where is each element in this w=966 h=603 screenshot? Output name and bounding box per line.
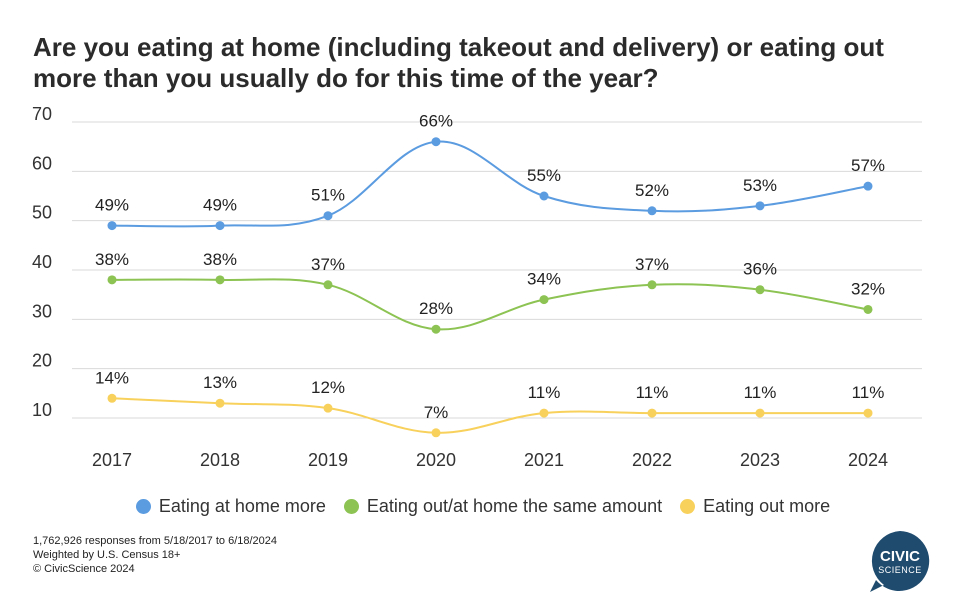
legend-label-home-more: Eating at home more <box>158 496 326 516</box>
series-line-out-more <box>111 397 868 434</box>
data-point-out-more <box>215 398 225 408</box>
x-tick-label: 2020 <box>416 450 456 470</box>
logo-bubble-icon <box>870 531 930 592</box>
data-label-out-more: 11% <box>744 383 777 402</box>
data-point-home-more <box>647 206 657 216</box>
data-label-same-amount: 38% <box>203 250 237 269</box>
data-label-same-amount: 37% <box>311 255 345 274</box>
series-lines <box>111 140 869 434</box>
data-point-out-more <box>863 408 873 418</box>
gridlines <box>72 121 922 419</box>
data-point-home-more <box>107 221 117 231</box>
y-tick-label: 40 <box>32 252 52 272</box>
logo-text-science: SCIENCE <box>878 565 922 575</box>
data-label-out-more: 12% <box>311 378 345 397</box>
x-tick-label: 2023 <box>740 450 780 470</box>
legend-swatch-out-more <box>680 499 696 514</box>
legend-item-out-more: Eating out more <box>680 496 830 517</box>
data-point-out-more <box>431 428 441 438</box>
data-label-out-more: 14% <box>95 368 129 387</box>
footnote-weighting: Weighted by U.S. Census 18+ <box>33 549 181 561</box>
y-tick-label: 60 <box>32 153 52 173</box>
data-label-home-more: 51% <box>311 186 345 205</box>
chart-title: Are you eating at home (including takeou… <box>33 32 884 93</box>
data-label-home-more: 49% <box>203 196 237 215</box>
data-point-same-amount <box>431 324 441 334</box>
series-points <box>107 137 873 438</box>
y-tick-label: 50 <box>32 203 52 223</box>
data-label-same-amount: 34% <box>527 270 561 289</box>
data-label-home-more: 55% <box>527 166 561 185</box>
x-tick-label: 2024 <box>848 450 888 470</box>
series-line-home-more <box>111 140 869 228</box>
x-tick-label: 2017 <box>92 450 132 470</box>
x-tick-label: 2021 <box>524 450 564 470</box>
legend-item-same-amount: Eating out/at home the same amount <box>343 496 663 517</box>
data-label-home-more: 49% <box>95 196 129 215</box>
data-label-out-more: 11% <box>528 383 561 402</box>
data-point-same-amount <box>863 304 873 314</box>
data-point-home-more <box>539 191 549 201</box>
legend-label-out-more: Eating out more <box>703 496 831 516</box>
data-label-out-more: 7% <box>424 403 449 422</box>
legend-item-home-more: Eating at home more <box>135 496 326 517</box>
data-point-home-more <box>431 137 441 147</box>
legend-swatch-home-more <box>135 499 151 514</box>
data-point-same-amount <box>647 280 657 290</box>
data-label-home-more: 52% <box>635 181 669 200</box>
data-label-home-more: 57% <box>851 156 885 175</box>
data-point-same-amount <box>539 295 549 305</box>
data-label-home-more: 66% <box>419 112 453 131</box>
footnote-copyright: © CivicScience 2024 <box>33 563 135 575</box>
data-label-out-more: 11% <box>636 383 669 402</box>
data-point-out-more <box>323 403 333 413</box>
data-label-same-amount: 38% <box>95 250 129 269</box>
x-tick-label: 2019 <box>308 450 348 470</box>
data-point-same-amount <box>755 285 765 295</box>
data-point-out-more <box>755 408 765 418</box>
data-point-out-more <box>539 408 549 418</box>
data-labels: 49% 49% 51% 66% 55% 52% 53% 57% 38% 38% 37% 28% 34% 3… <box>95 112 885 422</box>
y-tick-label: 30 <box>32 301 52 321</box>
x-tick-label: 2018 <box>200 450 240 470</box>
data-label-same-amount: 37% <box>635 255 669 274</box>
data-point-home-more <box>863 181 873 191</box>
data-label-same-amount: 32% <box>851 279 885 298</box>
data-point-same-amount <box>323 280 333 290</box>
y-tick-label: 70 <box>32 104 52 124</box>
legend-label-same-amount: Eating out/at home the same amount <box>366 496 663 516</box>
x-tick-label: 2022 <box>632 450 672 470</box>
y-tick-label: 20 <box>32 351 52 371</box>
x-axis-ticks: 2017 2018 2019 2020 2021 2022 2023 2024 <box>92 450 888 470</box>
data-point-home-more <box>215 221 225 231</box>
data-label-out-more: 13% <box>203 373 237 392</box>
y-tick-label: 10 <box>32 400 52 420</box>
data-point-out-more <box>107 393 117 403</box>
data-label-same-amount: 28% <box>419 299 453 318</box>
data-label-out-more: 11% <box>852 383 885 402</box>
legend-swatch-same-amount <box>343 499 359 514</box>
data-point-home-more <box>755 201 765 211</box>
data-point-same-amount <box>215 275 225 285</box>
data-point-same-amount <box>107 275 117 285</box>
y-axis-ticks: 10 20 30 40 50 60 70 <box>32 104 52 420</box>
legend: Eating at home more Eating out/at home t… <box>0 496 966 517</box>
data-point-out-more <box>647 408 657 418</box>
series-line-same-amount <box>111 278 869 331</box>
data-label-home-more: 53% <box>743 176 777 195</box>
footnotes: 1,762,926 responses from 5/18/2017 to 6/… <box>33 534 277 576</box>
data-label-same-amount: 36% <box>743 260 777 279</box>
logo-text-civic: CIVIC <box>880 548 920 565</box>
data-point-home-more <box>323 211 333 221</box>
civicscience-logo: CIVIC SCIENCE <box>870 531 930 592</box>
footnote-responses: 1,762,926 responses from 5/18/2017 to 6/… <box>33 535 278 547</box>
